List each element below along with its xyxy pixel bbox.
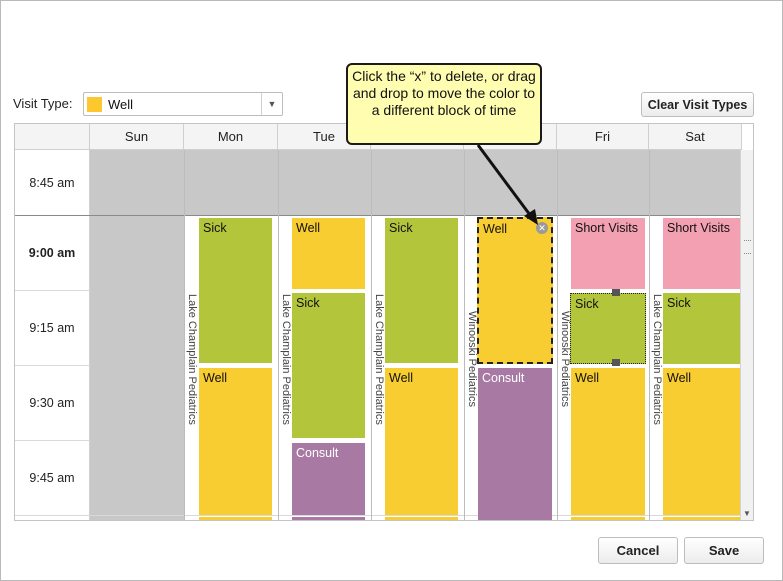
visit-type-color-swatch xyxy=(87,97,102,112)
time-label: 9:30 am xyxy=(15,365,90,440)
clear-visit-types-button[interactable]: Clear Visit Types xyxy=(641,92,754,117)
column-divider xyxy=(184,150,185,520)
schedule-grid: Sun Mon Tue Wed Thu Fri Sat 8:45 am 9:00… xyxy=(14,123,754,521)
row-divider xyxy=(15,290,90,291)
location-label-wed: Lake Champlain Pediatrics xyxy=(373,293,385,425)
visit-block-well[interactable] xyxy=(199,517,272,520)
day-header-mon: Mon xyxy=(184,124,278,150)
row-divider xyxy=(15,365,90,366)
column-divider xyxy=(371,150,372,520)
visit-block-well[interactable]: Well xyxy=(663,368,741,515)
row-divider xyxy=(15,515,742,516)
unavailable-band xyxy=(90,150,742,215)
resize-handle-top[interactable] xyxy=(612,289,620,296)
sunday-unavailable xyxy=(90,215,184,520)
visit-block-sick[interactable]: Sick xyxy=(385,218,458,363)
visit-block-well[interactable] xyxy=(571,517,645,520)
day-header-sun: Sun xyxy=(90,124,184,150)
visit-block-sick-selected[interactable]: Sick xyxy=(570,293,646,364)
grid-corner xyxy=(15,124,90,150)
visit-block-consult[interactable] xyxy=(292,517,365,520)
column-divider xyxy=(464,150,465,520)
resize-handle-bottom[interactable] xyxy=(612,359,620,366)
visit-block-sick[interactable]: Sick xyxy=(199,218,272,363)
visit-block-well[interactable]: Well xyxy=(199,368,272,515)
time-label: 9:00 am xyxy=(15,215,90,290)
visit-type-value: Well xyxy=(108,97,134,112)
visit-block-well[interactable] xyxy=(385,517,458,520)
visit-block-well[interactable]: Well xyxy=(385,368,458,515)
column-divider xyxy=(649,150,650,520)
visit-type-select[interactable]: Well ▼ xyxy=(83,92,283,116)
save-button[interactable]: Save xyxy=(684,537,764,564)
visit-block-short-visits[interactable]: Short Visits xyxy=(663,218,741,289)
scroll-down-icon[interactable]: ▼ xyxy=(743,509,751,518)
location-label-fri: Winooski Pediatrics xyxy=(559,311,571,407)
time-label: 9:45 am xyxy=(15,440,90,515)
chevron-down-icon[interactable]: ▼ xyxy=(261,93,282,115)
hour-divider xyxy=(15,215,742,216)
visit-block-sick[interactable]: Sick xyxy=(292,293,365,438)
time-label: 9:15 am xyxy=(15,290,90,365)
day-header-fri: Fri xyxy=(557,124,649,150)
location-label-thu: Winooski Pediatrics xyxy=(466,311,478,407)
day-header-sat: Sat xyxy=(649,124,742,150)
visit-block-well[interactable]: Well xyxy=(571,368,645,515)
scrollbar-grip[interactable] xyxy=(744,240,751,254)
visit-block-well[interactable]: Well xyxy=(292,218,365,289)
column-divider xyxy=(278,150,279,520)
location-label-tue: Lake Champlain Pediatrics xyxy=(280,293,292,425)
column-divider xyxy=(557,150,558,520)
visit-block-consult[interactable]: Consult xyxy=(292,443,365,515)
visit-block-sick[interactable]: Sick xyxy=(663,293,741,364)
time-label: 8:45 am xyxy=(15,150,90,215)
x-icon[interactable]: ✕ xyxy=(536,222,548,234)
visit-block-well[interactable] xyxy=(663,517,741,520)
visit-block-consult[interactable]: Consult xyxy=(478,368,552,520)
location-label-mon: Lake Champlain Pediatrics xyxy=(186,293,198,425)
vertical-scrollbar[interactable]: ▼ xyxy=(740,150,753,520)
time-label-next xyxy=(15,515,90,520)
location-label-sat: Lake Champlain Pediatrics xyxy=(651,293,663,425)
visit-block-well-selected[interactable]: Well ✕ xyxy=(477,217,553,364)
row-divider xyxy=(15,440,90,441)
visit-block-short-visits[interactable]: Short Visits xyxy=(571,218,645,289)
cancel-button[interactable]: Cancel xyxy=(598,537,678,564)
visit-type-label: Visit Type: xyxy=(13,96,73,111)
help-callout: Click the “x” to delete, or drag and dro… xyxy=(346,63,542,145)
